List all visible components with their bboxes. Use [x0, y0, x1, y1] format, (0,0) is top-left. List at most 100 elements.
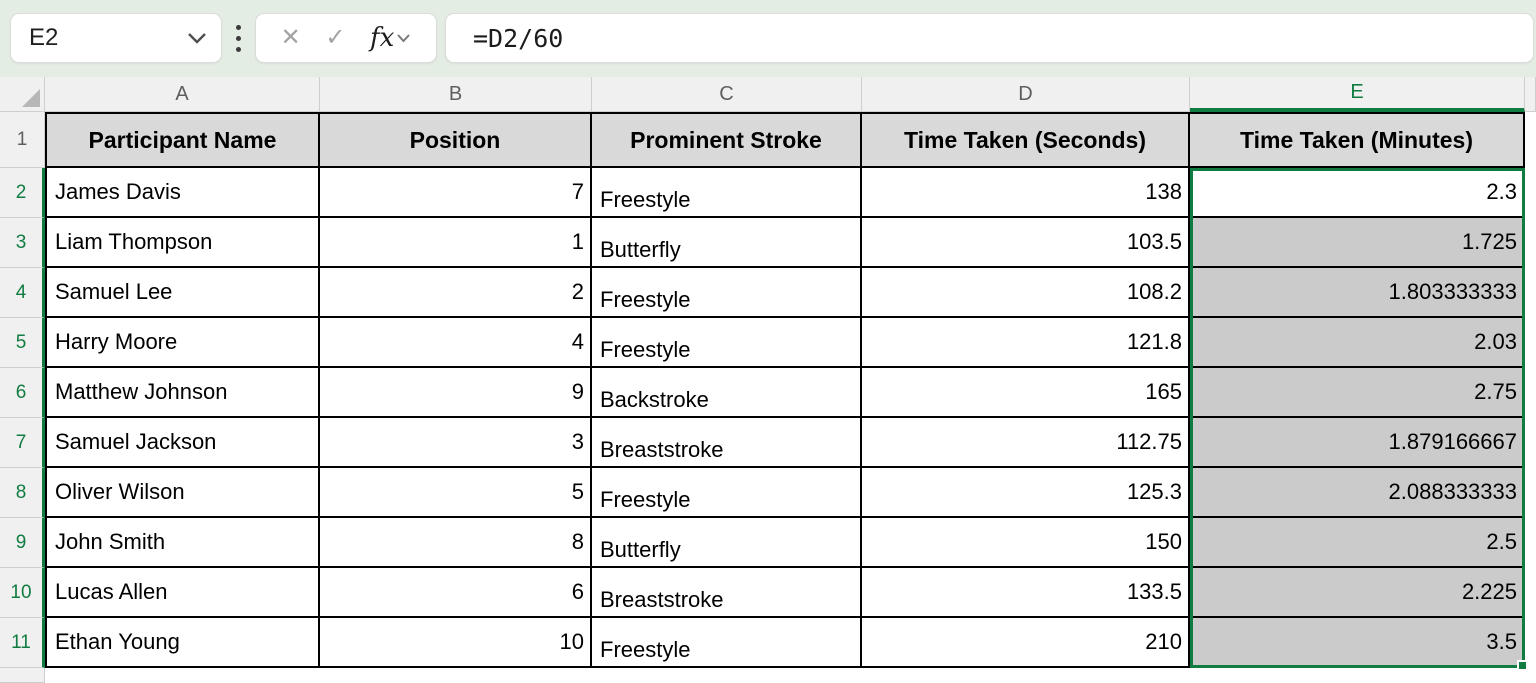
cell-E1[interactable]: Time Taken (Minutes) — [1190, 112, 1525, 168]
cell-C10[interactable]: Breaststroke — [592, 568, 862, 618]
column-header-f-sliver[interactable] — [1525, 77, 1536, 112]
row-header-1[interactable]: 1 — [0, 112, 45, 168]
cell-C5[interactable]: Freestyle — [592, 318, 862, 368]
cell-E11[interactable]: 3.5 — [1190, 618, 1525, 668]
cell-F5[interactable] — [1525, 318, 1536, 368]
cell-D10[interactable]: 133.5 — [862, 568, 1190, 618]
cell-A1[interactable]: Participant Name — [45, 112, 320, 168]
cell-B9[interactable]: 8 — [320, 518, 592, 568]
cell-B2[interactable]: 7 — [320, 168, 592, 218]
cell-B4[interactable]: 2 — [320, 268, 592, 318]
cell-C8[interactable]: Freestyle — [592, 468, 862, 518]
cell-C12[interactable] — [592, 668, 862, 683]
cell-E8[interactable]: 2.088333333 — [1190, 468, 1525, 518]
cell-D7[interactable]: 112.75 — [862, 418, 1190, 468]
cell-B7[interactable]: 3 — [320, 418, 592, 468]
cell-D12[interactable] — [862, 668, 1190, 683]
cell-D5[interactable]: 121.8 — [862, 318, 1190, 368]
cell-B3[interactable]: 1 — [320, 218, 592, 268]
cell-D11[interactable]: 210 — [862, 618, 1190, 668]
cell-A8[interactable]: Oliver Wilson — [45, 468, 320, 518]
cell-D4[interactable]: 108.2 — [862, 268, 1190, 318]
cell-E3[interactable]: 1.725 — [1190, 218, 1525, 268]
cell-D6[interactable]: 165 — [862, 368, 1190, 418]
cell-C3[interactable]: Butterfly — [592, 218, 862, 268]
column-header-c[interactable]: C — [592, 77, 862, 112]
cell-B5[interactable]: 4 — [320, 318, 592, 368]
cell-F4[interactable] — [1525, 268, 1536, 318]
cell-E6[interactable]: 2.75 — [1190, 368, 1525, 418]
cell-D1[interactable]: Time Taken (Seconds) — [862, 112, 1190, 168]
cell-F1[interactable] — [1525, 112, 1536, 168]
row-header-6[interactable]: 6 — [0, 368, 45, 418]
cell-E2-active[interactable]: 2.3 — [1190, 168, 1525, 218]
cell-F11[interactable] — [1525, 618, 1536, 668]
cell-B8[interactable]: 5 — [320, 468, 592, 518]
cell-A7[interactable]: Samuel Jackson — [45, 418, 320, 468]
row-header-4[interactable]: 4 — [0, 268, 45, 318]
cell-E9[interactable]: 2.5 — [1190, 518, 1525, 568]
cell-E12[interactable] — [1190, 668, 1525, 683]
cell-C4[interactable]: Freestyle — [592, 268, 862, 318]
name-box-value[interactable]: E2 — [29, 24, 59, 51]
cell-B1[interactable]: Position — [320, 112, 592, 168]
cell-B6[interactable]: 9 — [320, 368, 592, 418]
name-box[interactable]: E2 — [10, 13, 222, 63]
cell-D8[interactable]: 125.3 — [862, 468, 1190, 518]
cell-F7[interactable] — [1525, 418, 1536, 468]
cell-B12[interactable] — [320, 668, 592, 683]
cell-F10[interactable] — [1525, 568, 1536, 618]
cell-A9[interactable]: John Smith — [45, 518, 320, 568]
formula-bar-value[interactable]: =D2/60 — [473, 23, 564, 53]
row-header-11[interactable]: 11 — [0, 618, 45, 668]
row-header-8[interactable]: 8 — [0, 468, 45, 518]
cell-A3[interactable]: Liam Thompson — [45, 218, 320, 268]
cell-E10[interactable]: 2.225 — [1190, 568, 1525, 618]
cell-B10[interactable]: 6 — [320, 568, 592, 618]
cell-A5[interactable]: Harry Moore — [45, 318, 320, 368]
cell-A2[interactable]: James Davis — [45, 168, 320, 218]
cell-A6[interactable]: Matthew Johnson — [45, 368, 320, 418]
cell-A10[interactable]: Lucas Allen — [45, 568, 320, 618]
formula-bar[interactable]: =D2/60 — [445, 13, 1534, 63]
cell-C1[interactable]: Prominent Stroke — [592, 112, 862, 168]
cell-C11[interactable]: Freestyle — [592, 618, 862, 668]
cell-C6[interactable]: Backstroke — [592, 368, 862, 418]
select-all-button[interactable] — [0, 77, 45, 112]
cell-F2[interactable] — [1525, 168, 1536, 218]
cell-E5[interactable]: 2.03 — [1190, 318, 1525, 368]
column-header-d[interactable]: D — [862, 77, 1190, 112]
row-header-10[interactable]: 10 — [0, 568, 45, 618]
cell-D2[interactable]: 138 — [862, 168, 1190, 218]
row-header-5[interactable]: 5 — [0, 318, 45, 368]
cell-F6[interactable] — [1525, 368, 1536, 418]
cancel-icon[interactable]: ✕ — [280, 24, 301, 51]
cell-F9[interactable] — [1525, 518, 1536, 568]
cell-A4[interactable]: Samuel Lee — [45, 268, 320, 318]
cell-D3[interactable]: 103.5 — [862, 218, 1190, 268]
row-header-9[interactable]: 9 — [0, 518, 45, 568]
row-header-7[interactable]: 7 — [0, 418, 45, 468]
chevron-down-icon[interactable] — [187, 32, 207, 45]
row-header-12-sliver[interactable] — [0, 668, 45, 683]
row-header-3[interactable]: 3 — [0, 218, 45, 268]
column-header-b[interactable]: B — [320, 77, 592, 112]
cell-E7[interactable]: 1.879166667 — [1190, 418, 1525, 468]
more-options-icon[interactable] — [231, 0, 245, 77]
cell-B11[interactable]: 10 — [320, 618, 592, 668]
cell-E4[interactable]: 1.803333333 — [1190, 268, 1525, 318]
cell-A11[interactable]: Ethan Young — [45, 618, 320, 668]
cell-C7[interactable]: Breaststroke — [592, 418, 862, 468]
cell-D9[interactable]: 150 — [862, 518, 1190, 568]
cell-C9[interactable]: Butterfly — [592, 518, 862, 568]
row-header-2[interactable]: 2 — [0, 168, 45, 218]
cell-F12[interactable] — [1525, 668, 1536, 683]
column-header-a[interactable]: A — [45, 77, 320, 112]
cell-C2[interactable]: Freestyle — [592, 168, 862, 218]
confirm-icon[interactable]: ✓ — [325, 24, 346, 51]
cell-F3[interactable] — [1525, 218, 1536, 268]
column-header-e[interactable]: E — [1190, 77, 1525, 112]
cell-A12[interactable] — [45, 668, 320, 683]
cell-F8[interactable] — [1525, 468, 1536, 518]
insert-function-button[interactable]: fx — [370, 25, 411, 51]
